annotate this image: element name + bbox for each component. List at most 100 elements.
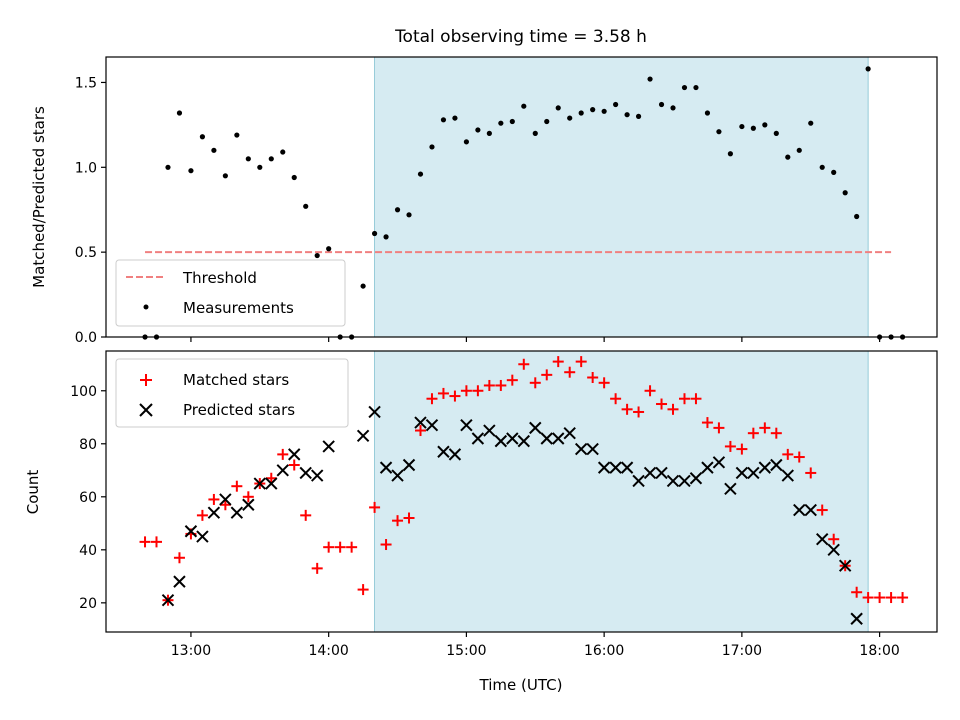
measurement-point xyxy=(406,212,412,218)
matched-star-point xyxy=(219,499,231,511)
top-legend: Threshold Measurements xyxy=(115,259,346,327)
measurement-point xyxy=(257,164,263,170)
matched-star-point xyxy=(208,493,220,505)
measurement-point xyxy=(658,101,665,108)
measurement-point xyxy=(865,66,871,72)
predicted-star-point xyxy=(620,461,634,474)
predicted-star-point xyxy=(517,434,531,448)
y-tick-label: 40 xyxy=(79,543,97,559)
measurement-point xyxy=(303,203,309,209)
matched-legend-marker xyxy=(140,374,152,386)
matched-star-point xyxy=(437,387,449,399)
matched-star-point xyxy=(357,584,369,596)
matched-star-point xyxy=(265,472,277,484)
measurement-point xyxy=(750,125,756,131)
top-legend-box xyxy=(115,259,346,327)
predicted-star-point xyxy=(678,474,691,488)
matched-star-point xyxy=(610,393,622,405)
matched-star-point xyxy=(369,501,381,513)
matched-star-point xyxy=(449,390,461,402)
matched-star-point xyxy=(288,459,300,471)
measurement-point xyxy=(831,169,837,175)
predicted-star-point xyxy=(207,506,221,519)
predicted-star-point xyxy=(483,424,496,437)
predicted-star-point xyxy=(161,593,175,607)
threshold-legend-label: Threshold xyxy=(182,269,257,287)
predicted-star-point xyxy=(563,426,576,440)
x-tick-label: 14:00 xyxy=(308,643,348,659)
x-tick-label: 13:00 xyxy=(171,643,211,659)
chart-title: Total observing time = 3.58 h xyxy=(394,27,647,47)
measurement-point xyxy=(532,130,538,136)
predicted-star-point xyxy=(632,474,645,488)
predicted-star-point xyxy=(666,474,680,488)
predicted-star-point xyxy=(643,466,657,480)
matched-star-point xyxy=(334,541,346,553)
matched-star-point xyxy=(828,533,840,545)
measurement-point xyxy=(222,173,228,179)
predicted-star-point xyxy=(173,575,186,588)
x-tick-label: 15:00 xyxy=(446,643,486,659)
x-axis-label: Time (UTC) xyxy=(479,676,563,694)
matched-legend-label: Matched stars xyxy=(183,371,289,389)
matched-star-point xyxy=(644,385,656,397)
y-tick-label: 100 xyxy=(70,384,97,400)
measurement-point xyxy=(165,164,171,170)
predicted-star-point xyxy=(288,448,301,461)
matched-star-point xyxy=(518,358,530,370)
predicted-star-point xyxy=(265,477,278,490)
matched-star-point xyxy=(897,592,909,604)
predicted-star-point xyxy=(219,493,232,506)
matched-star-point xyxy=(323,541,335,553)
matched-star-point xyxy=(529,377,541,389)
predicted-star-point xyxy=(816,533,829,546)
measurement-point xyxy=(394,207,401,213)
predicted-legend-marker xyxy=(139,403,153,417)
predicted-star-point xyxy=(712,456,726,469)
measurement-point xyxy=(280,149,286,155)
matched-star-point xyxy=(690,393,702,405)
measurement-point xyxy=(601,108,607,114)
measurement-point xyxy=(681,84,688,91)
predicted-star-point xyxy=(804,503,817,517)
predicted-star-point xyxy=(827,543,840,557)
measurement-point xyxy=(796,147,802,153)
measurement-point xyxy=(716,129,722,135)
matched-star-point xyxy=(633,406,645,418)
top-plot-frame xyxy=(105,56,938,338)
measurement-point xyxy=(429,144,435,150)
predicted-star-point xyxy=(735,466,749,480)
matched-star-point xyxy=(782,448,794,460)
measurement-point xyxy=(773,130,779,136)
predicted-star-point xyxy=(425,419,439,432)
measurement-point xyxy=(819,164,825,170)
matched-star-point xyxy=(724,440,736,452)
matched-star-point xyxy=(747,427,759,439)
predicted-star-point xyxy=(506,432,519,445)
predicted-star-point xyxy=(402,458,416,472)
predicted-star-point xyxy=(196,530,209,543)
matched-star-point xyxy=(300,509,312,521)
measurement-point xyxy=(326,246,332,252)
predicted-star-point xyxy=(701,461,714,474)
matched-star-point xyxy=(414,425,426,437)
predicted-star-point xyxy=(368,405,381,419)
predicted-star-point xyxy=(597,461,611,474)
measurement-point xyxy=(498,120,504,126)
predicted-star-point xyxy=(758,461,772,474)
predicted-star-point xyxy=(448,448,462,461)
top-panel: 0.0 0.5 1.0 1.5 Matched/Predicted stars Thr… xyxy=(30,56,938,346)
measurement-point xyxy=(475,127,481,133)
bottom-plot-frame xyxy=(105,350,938,633)
matched-star-point xyxy=(793,451,805,463)
predicted-star-point xyxy=(540,432,553,445)
matched-star-point xyxy=(139,536,151,548)
matched-star-point xyxy=(701,417,713,429)
x-tick-label: 17:00 xyxy=(722,643,762,659)
matched-star-point xyxy=(506,374,518,386)
bottom-x-ticks: 13:00 14:00 15:00 16:00 17:00 18:00 xyxy=(171,632,900,659)
measurement-point xyxy=(521,103,527,109)
matched-star-point xyxy=(587,372,599,384)
measurement-point xyxy=(245,156,251,162)
